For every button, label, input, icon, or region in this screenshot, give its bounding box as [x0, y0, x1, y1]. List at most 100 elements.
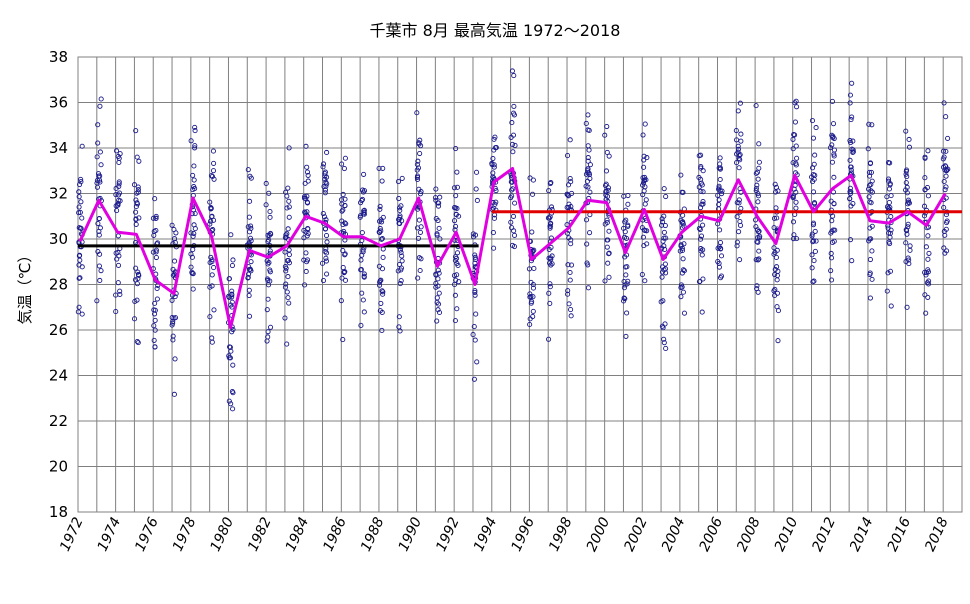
- daily-max-point: [643, 197, 649, 203]
- daily-max-point: [418, 189, 424, 195]
- daily-max-point: [229, 299, 235, 305]
- daily-max-point: [97, 149, 103, 155]
- daily-max-point: [734, 239, 740, 245]
- daily-max-point: [925, 267, 931, 273]
- daily-max-point: [414, 110, 420, 116]
- daily-max-point: [847, 185, 853, 191]
- daily-max-point: [153, 247, 159, 253]
- daily-max-point: [527, 175, 533, 181]
- daily-max-point: [526, 266, 532, 272]
- daily-max-point: [698, 180, 704, 186]
- x-tick-label: 2002: [621, 515, 651, 554]
- daily-max-point: [661, 186, 667, 192]
- daily-max-point: [247, 198, 253, 204]
- daily-max-point: [357, 214, 363, 220]
- daily-max-point: [416, 217, 422, 223]
- daily-max-point: [865, 146, 871, 152]
- daily-max-point: [248, 223, 254, 229]
- daily-max-point: [738, 138, 744, 144]
- daily-max-point: [153, 213, 159, 219]
- daily-max-point: [809, 265, 815, 271]
- daily-max-point: [905, 221, 911, 227]
- daily-max-point: [736, 197, 742, 203]
- daily-max-point: [772, 271, 778, 278]
- daily-max-point: [451, 205, 458, 211]
- daily-max-point: [470, 231, 476, 237]
- daily-max-point: [829, 277, 835, 283]
- daily-max-point: [644, 155, 650, 161]
- daily-max-point: [491, 162, 497, 168]
- daily-max-point: [230, 406, 236, 412]
- daily-max-point: [324, 271, 330, 277]
- daily-max-point: [417, 267, 423, 274]
- daily-max-point: [132, 298, 138, 304]
- daily-max-point: [678, 172, 684, 178]
- daily-max-point: [323, 258, 329, 264]
- daily-max-point: [661, 229, 667, 235]
- daily-max-point: [226, 398, 232, 404]
- daily-max-point: [624, 310, 630, 316]
- x-tick-label: 1992: [433, 515, 463, 554]
- daily-max-point: [342, 251, 348, 257]
- daily-max-point: [828, 250, 834, 257]
- daily-max-point: [454, 250, 461, 256]
- daily-max-point: [850, 149, 856, 155]
- daily-max-point: [660, 238, 666, 244]
- daily-max-point: [228, 302, 234, 308]
- daily-max-point: [286, 252, 292, 258]
- daily-max-point: [697, 226, 703, 233]
- daily-max-point: [305, 257, 311, 263]
- daily-max-point: [903, 227, 909, 233]
- daily-max-point: [756, 235, 763, 241]
- y-tick-label: 28: [49, 276, 68, 294]
- daily-max-point: [564, 153, 571, 159]
- daily-max-point: [282, 249, 288, 255]
- daily-max-point: [379, 236, 385, 242]
- daily-max-point: [265, 296, 271, 302]
- daily-max-point: [75, 309, 81, 315]
- daily-max-point: [829, 98, 836, 104]
- daily-max-point: [396, 196, 402, 202]
- daily-max-point: [283, 265, 289, 271]
- daily-max-point: [191, 184, 197, 190]
- daily-max-point: [810, 279, 816, 285]
- daily-max-point: [755, 176, 761, 182]
- daily-max-point: [208, 206, 214, 212]
- daily-max-point: [323, 255, 329, 261]
- daily-max-point: [661, 243, 667, 249]
- daily-max-point: [527, 316, 533, 322]
- daily-max-point: [884, 194, 890, 200]
- daily-max-point: [226, 293, 232, 299]
- daily-max-point: [942, 167, 948, 173]
- daily-max-point: [548, 204, 555, 210]
- daily-max-point: [564, 230, 570, 236]
- daily-max-point: [812, 228, 818, 234]
- daily-max-point: [849, 146, 855, 152]
- x-tick-label: 1990: [396, 515, 426, 554]
- daily-max-point: [78, 199, 84, 205]
- daily-max-point: [286, 198, 292, 204]
- daily-max-point: [286, 145, 292, 151]
- daily-max-point: [756, 141, 762, 147]
- daily-max-point: [793, 199, 799, 205]
- daily-max-point: [735, 143, 741, 149]
- daily-max-point: [700, 189, 706, 195]
- daily-max-point: [246, 292, 252, 299]
- daily-max-point: [640, 175, 646, 181]
- daily-max-point: [866, 169, 872, 175]
- daily-max-point: [866, 182, 872, 189]
- daily-max-point: [340, 191, 346, 198]
- daily-max-point: [903, 168, 909, 174]
- daily-max-point: [678, 294, 684, 300]
- daily-max-point: [829, 142, 835, 148]
- daily-max-point: [266, 237, 272, 243]
- daily-max-point: [226, 353, 232, 359]
- daily-max-point: [566, 301, 572, 307]
- daily-max-point: [79, 311, 85, 317]
- daily-max-point: [568, 241, 574, 247]
- daily-max-point: [340, 222, 346, 228]
- daily-max-point: [134, 281, 140, 287]
- daily-max-point: [493, 145, 499, 151]
- daily-max-point: [284, 205, 290, 211]
- daily-max-point: [229, 294, 235, 300]
